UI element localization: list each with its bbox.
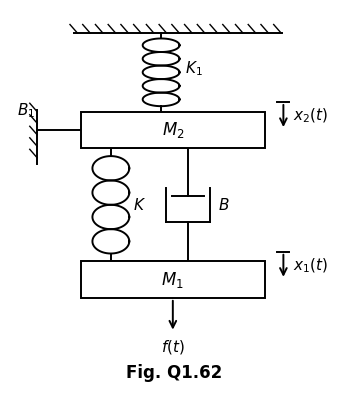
Text: $x_1(t)$: $x_1(t)$ [293, 256, 328, 275]
Text: $K$: $K$ [133, 197, 146, 213]
Text: $f(t)$: $f(t)$ [161, 338, 185, 356]
Text: $K_1$: $K_1$ [185, 59, 202, 78]
Bar [81, 112, 265, 148]
Text: $x_2(t)$: $x_2(t)$ [293, 107, 328, 125]
Text: $M_1$: $M_1$ [162, 270, 184, 290]
Text: $B$: $B$ [218, 197, 230, 213]
Text: $B_1$: $B_1$ [17, 102, 36, 120]
Bar [81, 262, 265, 298]
Text: Fig. Q1.62: Fig. Q1.62 [126, 364, 223, 382]
Text: $M_2$: $M_2$ [162, 120, 184, 140]
